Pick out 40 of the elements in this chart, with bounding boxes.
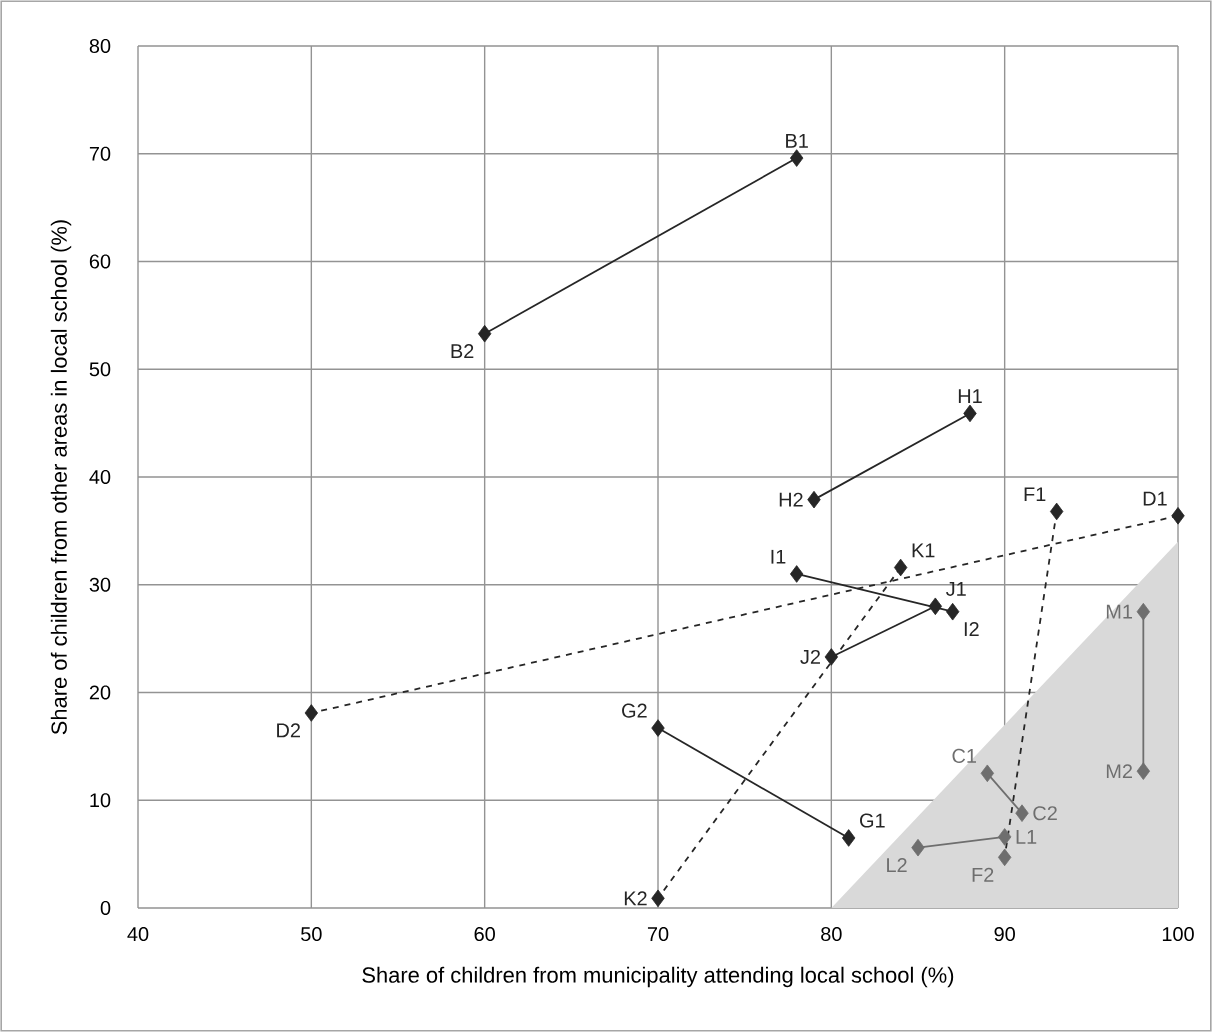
annotation: C2 [1033, 806, 1057, 821]
annotation: J2 [800, 649, 820, 664]
annotation: L1 [1016, 830, 1037, 844]
annotation: H1 [958, 389, 982, 404]
x-tick-label: 90 [994, 927, 1015, 942]
annotation: D2 [277, 723, 300, 738]
annotation: K2 [624, 891, 647, 906]
y-tick-label: 10 [90, 793, 111, 808]
annotation: G2 [622, 703, 647, 718]
annotation: D1 [1143, 491, 1167, 506]
annotation: M1 [1106, 604, 1133, 619]
annotation: H2 [779, 492, 803, 507]
y-tick-label: 0 [100, 900, 111, 916]
x-tick-label: 100 [1162, 927, 1194, 942]
annotation: J1 [946, 582, 966, 596]
y-tick-label: 30 [89, 577, 111, 592]
annotation: G1 [860, 813, 885, 828]
y-tick-label: 80 [89, 38, 111, 54]
annotation: M2 [1106, 764, 1132, 779]
y-tick-label: 50 [89, 362, 111, 377]
y-tick-label: 20 [89, 685, 111, 700]
x-tick-label: 40 [127, 927, 149, 942]
annotation: B2 [451, 344, 474, 358]
annotation: I2 [964, 622, 979, 636]
annotation: L2 [887, 858, 907, 872]
x-tick-label: 80 [821, 927, 842, 942]
annotation: B1 [786, 133, 808, 148]
x-tick-label: 60 [474, 927, 495, 942]
annotation: F2 [972, 867, 994, 882]
y-tick-label: 60 [89, 254, 111, 269]
annotation: C1 [952, 748, 977, 763]
annotation: F1 [1024, 487, 1046, 502]
x-tick-label: 50 [301, 927, 322, 942]
annotation: K1 [912, 543, 935, 558]
x-axis-title: Share of children from municipality attending local school (%) [362, 966, 954, 988]
annotation: I1 [771, 549, 786, 564]
y-axis-title: Share of children from other areas in local school (%) [50, 220, 72, 735]
x-tick-label: 70 [647, 927, 669, 942]
y-tick-label: 40 [89, 469, 111, 485]
y-tick-label: 70 [89, 146, 111, 161]
